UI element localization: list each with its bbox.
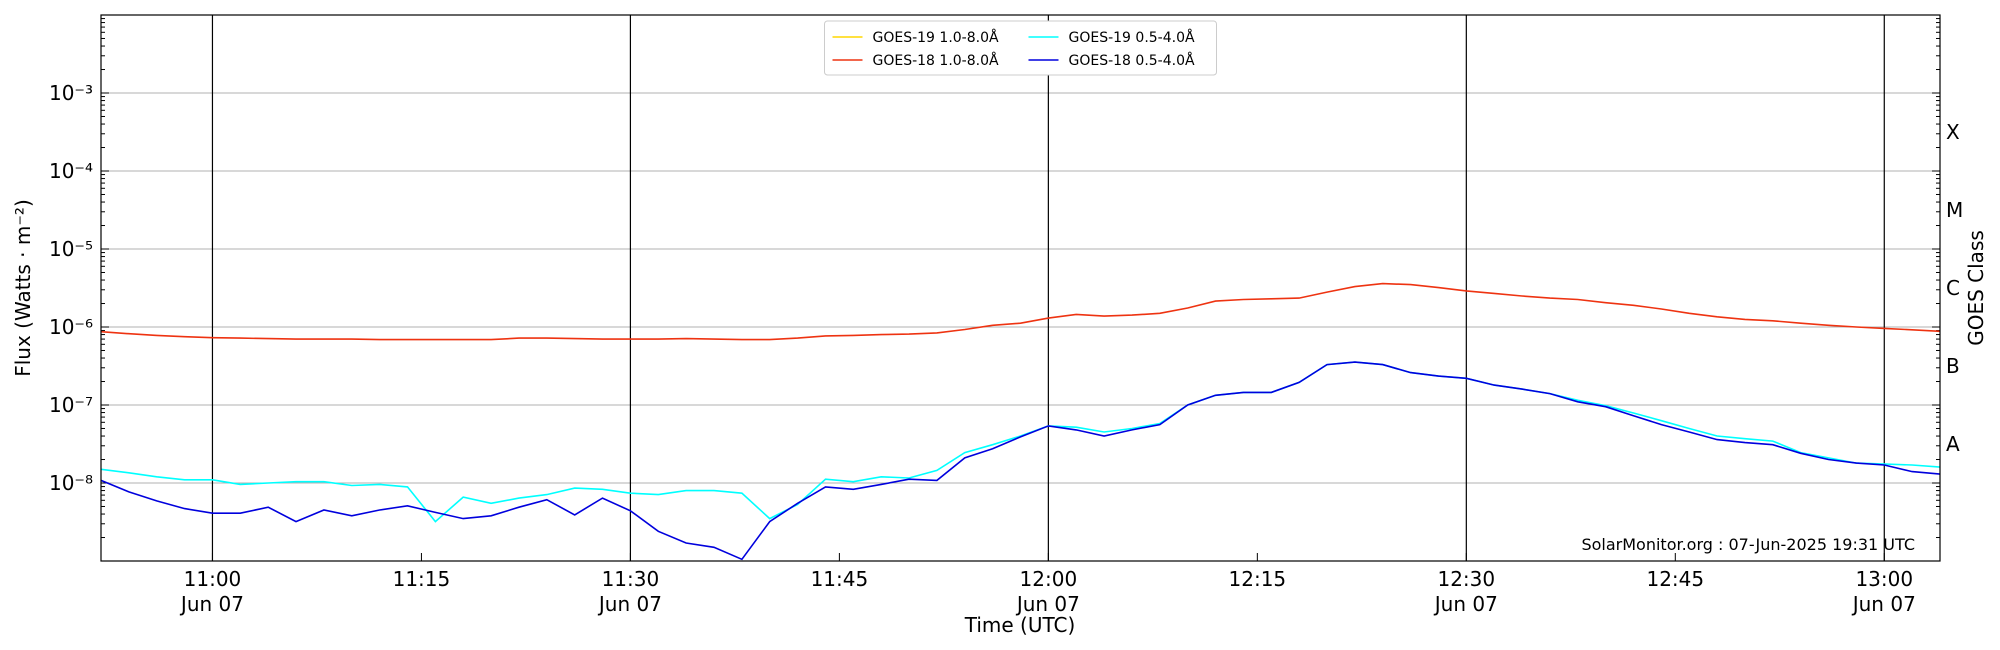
x-tick-label: 11:00 bbox=[184, 567, 242, 591]
legend: GOES-19 1.0-8.0Å GOES-18 1.0-8.0Å GOES-19 … bbox=[824, 20, 1217, 76]
plot-frame bbox=[100, 14, 1941, 562]
x-tick-label: 11:15 bbox=[393, 567, 451, 591]
y-tick-label: 10⁻⁷ bbox=[49, 393, 93, 417]
x-tick-label: 11:45 bbox=[811, 567, 869, 591]
x-tick-label: 11:30 bbox=[602, 567, 660, 591]
legend-label: GOES-19 1.0-8.0Å bbox=[873, 29, 999, 46]
y-tick-label: 10⁻⁴ bbox=[49, 159, 93, 183]
x-axis-title: Time (UTC) bbox=[964, 613, 1076, 637]
x-tick-label: 12:30 bbox=[1437, 567, 1495, 591]
y-tick-label: 10⁻³ bbox=[49, 81, 93, 105]
x-tick-label: 12:45 bbox=[1646, 567, 1704, 591]
class-label: X bbox=[1946, 120, 1960, 144]
annotation: SolarMonitor.org : 07-Jun-2025 19:31 UTC bbox=[1581, 535, 1915, 554]
class-label: B bbox=[1946, 354, 1960, 378]
x-date-label: Jun 07 bbox=[597, 592, 662, 616]
x-tick-label: 12:00 bbox=[1020, 567, 1078, 591]
legend-label: GOES-18 0.5-4.0Å bbox=[1069, 52, 1195, 69]
series-line bbox=[100, 282, 1941, 341]
class-label: M bbox=[1946, 198, 1963, 222]
y2-axis-title: GOES Class bbox=[1964, 230, 1988, 346]
x-tick-label: 13:00 bbox=[1855, 567, 1913, 591]
series-line bbox=[100, 361, 1941, 561]
y-tick-label: 10⁻⁵ bbox=[49, 237, 93, 261]
y-axis-title: Flux (Watts · m⁻²) bbox=[11, 199, 35, 377]
x-date-label: Jun 07 bbox=[179, 592, 244, 616]
class-label: C bbox=[1946, 276, 1960, 300]
x-date-label: Jun 07 bbox=[1433, 592, 1498, 616]
x-date-label: Jun 07 bbox=[1015, 592, 1080, 616]
x-date-label: Jun 07 bbox=[1851, 592, 1916, 616]
y-tick-label: 10⁻⁶ bbox=[49, 315, 93, 339]
legend-label: GOES-19 0.5-4.0Å bbox=[1069, 29, 1195, 46]
class-label: A bbox=[1946, 432, 1960, 456]
legend-label: GOES-18 1.0-8.0Å bbox=[873, 52, 999, 69]
x-tick-label: 12:15 bbox=[1229, 567, 1287, 591]
series-line bbox=[100, 361, 1941, 523]
legend-box bbox=[824, 20, 1217, 76]
y-tick-label: 10⁻⁸ bbox=[49, 471, 93, 495]
